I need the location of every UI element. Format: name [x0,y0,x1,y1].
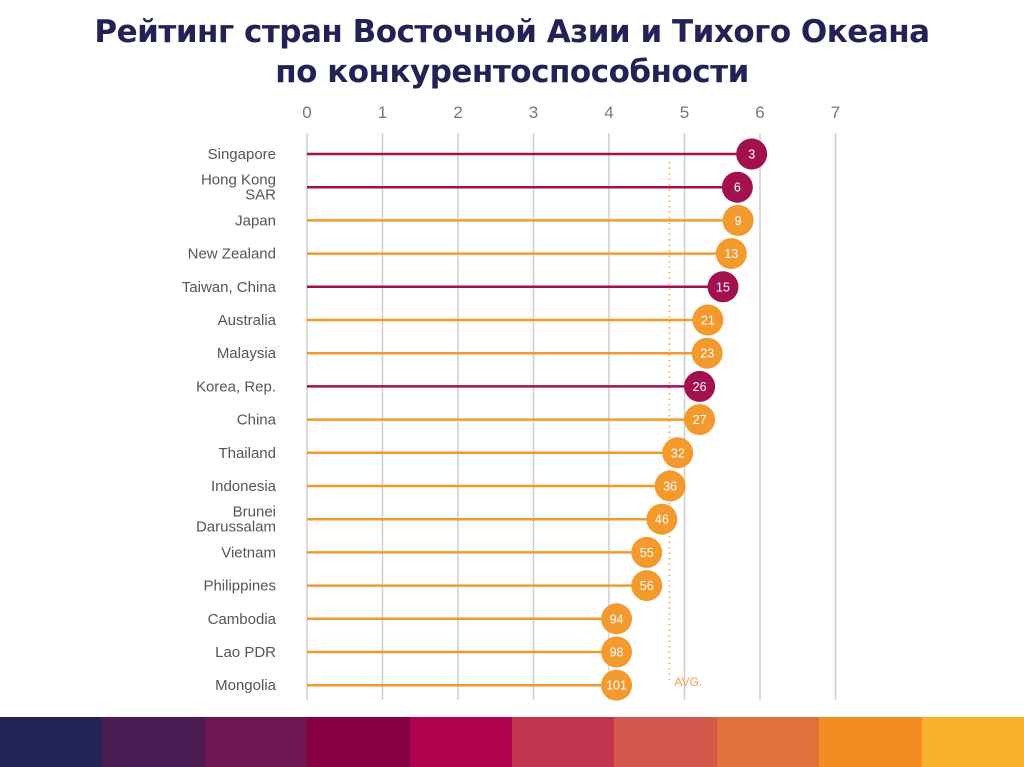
strip-segment [512,717,615,767]
country-label: SAR [245,187,276,204]
x-tick-label: 1 [378,103,387,122]
country-label: Australia [218,312,277,329]
rank-label: 55 [640,546,654,560]
rank-label: 26 [693,380,707,394]
lollipop-dot [601,669,633,701]
country-label: Philippines [203,578,276,595]
rank-label: 6 [734,181,741,195]
strip-segment [921,717,1024,767]
strip-segment [204,717,308,767]
rank-label: 101 [606,679,627,693]
country-label: Mongolia [215,677,277,694]
country-label: Japan [235,212,276,229]
lollipop-dot [646,503,678,535]
country-label: Cambodia [208,611,277,628]
avg-label: AVG. [674,675,702,689]
x-tick-label: 0 [302,103,311,122]
country-label: Korea, Rep. [196,378,276,395]
rank-label: 36 [663,480,677,494]
title-line-1: Рейтинг стран Восточной Азии и Тихого Ок… [94,14,930,50]
country-label: Malaysia [217,345,277,362]
x-tick-label: 7 [831,103,840,122]
country-label: Lao PDR [215,644,276,661]
lollipop-dot [684,370,716,402]
lollipop-dot [715,238,747,270]
country-label: Hong Kong [201,172,276,189]
country-label: Singapore [208,146,276,163]
lollipop-dot [692,304,724,336]
strip-segment [102,717,205,767]
lollipop-dot [601,603,633,635]
x-tick-label: 2 [453,103,462,122]
x-tick-label: 6 [755,103,764,122]
lollipop-dot [631,536,663,568]
lollipop-dot [684,404,716,436]
lollipop-dot [662,437,694,469]
rank-label: 23 [700,347,714,361]
lollipop-dot [654,470,686,502]
lollipop-dot [721,171,753,203]
strip-segment [409,717,513,767]
x-tick-label: 3 [529,103,538,122]
strip-segment [716,717,820,767]
country-label: New Zealand [188,246,276,263]
country-label: China [237,412,277,429]
x-tick-label: 4 [604,103,613,122]
lollipop-dot [707,271,739,303]
chart-title: Рейтинг стран Восточной Азии и Тихого Ок… [0,12,1024,92]
rank-label: 21 [701,314,715,328]
rank-label: 56 [640,579,654,593]
country-label: Taiwan, China [182,279,277,296]
country-label: Darussalam [196,519,276,536]
x-tick-label: 5 [680,103,689,122]
strip-segment [0,717,103,767]
rank-label: 9 [735,214,742,228]
lollipop-dot [736,138,768,170]
country-label: Brunei [233,504,276,521]
rank-label: 13 [724,247,738,261]
rank-label: 94 [610,612,624,626]
rank-label: 27 [693,413,707,427]
lollipop-dot [601,636,633,668]
rank-label: 3 [748,148,755,162]
rank-label: 32 [671,446,685,460]
rank-label: 46 [655,513,669,527]
title-line-2: по конкурентоспособности [275,54,749,90]
country-label: Thailand [218,445,276,462]
decorative-color-strip [0,717,1024,767]
strip-segment [614,717,717,767]
country-label: Indonesia [211,478,277,495]
strip-segment [307,717,410,767]
rank-label: 15 [716,280,730,294]
strip-segment [819,717,922,767]
lollipop-dot [691,337,723,369]
country-label: Vietnam [221,544,276,561]
rank-label: 98 [610,646,624,660]
lollipop-dot [631,570,663,602]
lollipop-dot [722,204,754,236]
